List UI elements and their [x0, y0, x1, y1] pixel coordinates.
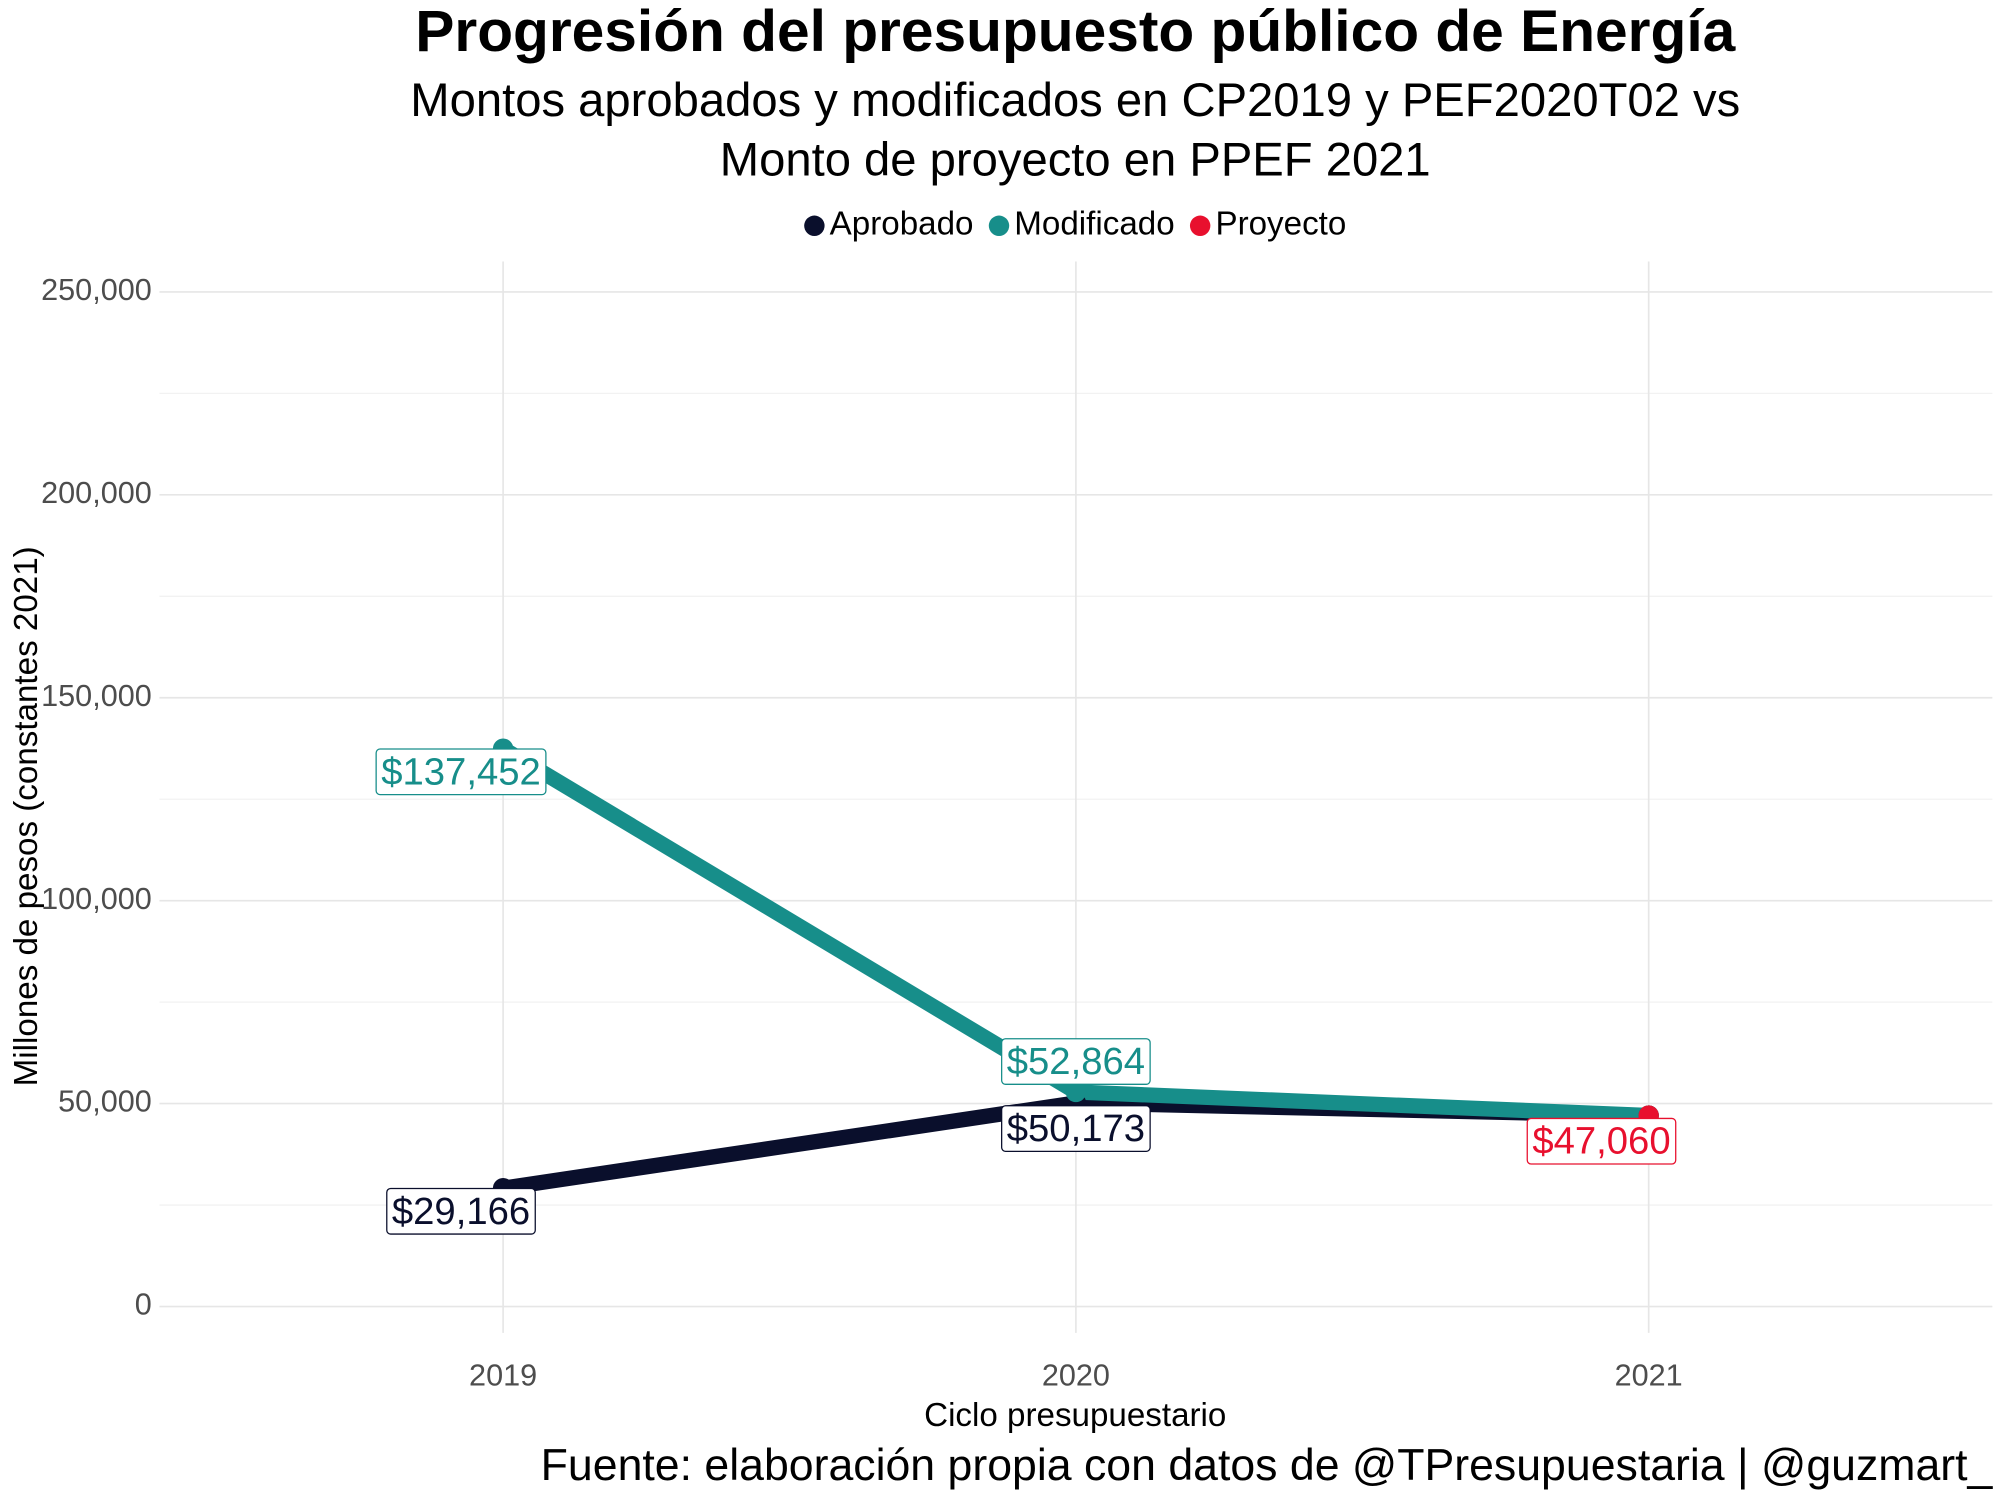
y-tick-label: 150,000: [41, 679, 152, 713]
y-tick-label: 250,000: [41, 273, 152, 307]
y-tick-label: 100,000: [41, 882, 152, 916]
legend-label: Aprobado: [830, 206, 974, 243]
legend-label: Proyecto: [1215, 206, 1346, 243]
value-label: $47,060: [1532, 1120, 1670, 1163]
legend-item: Proyecto: [1189, 206, 1346, 243]
plot-marks: $29,166 $50,173 $137,452 $52,864 $47,060: [375, 738, 1677, 1235]
legend-label: Modificado: [1014, 206, 1174, 243]
value-label-box: [386, 1187, 536, 1235]
legend-marker: [1189, 215, 1211, 236]
x-tick-label: 2021: [1615, 1359, 1683, 1393]
value-label-box: [1001, 1105, 1151, 1152]
legend-item: Modificado: [988, 206, 1175, 243]
value-label-box: [1526, 1117, 1677, 1165]
value-label: $29,166: [392, 1190, 530, 1233]
value-label: $50,173: [1007, 1107, 1145, 1150]
chart-subtitle: Montos aprobados y modificados en CP2019…: [410, 74, 1740, 127]
value-label-box: [1001, 1038, 1151, 1085]
caption: Fuente: elaboración propia con datos de …: [541, 1441, 1994, 1490]
value-label-box: [375, 748, 547, 796]
x-axis-title: Ciclo presupuestario: [924, 1397, 1226, 1434]
y-tick-label: 0: [135, 1288, 152, 1322]
value-label: $52,864: [1007, 1040, 1145, 1083]
y-tick-label: 200,000: [41, 476, 152, 510]
y-axis-title: Millones de pesos (constantes 2021): [8, 546, 45, 1086]
value-label: $137,452: [381, 750, 541, 793]
point: [1065, 1081, 1087, 1103]
legend-item: Aprobado: [804, 206, 973, 243]
legend-marker: [988, 215, 1010, 236]
legend: Aprobado Modificado Proyecto: [804, 206, 1346, 243]
x-tick-label: 2019: [469, 1359, 537, 1393]
chart-title: Progresión del presupuesto público de En…: [415, 0, 1735, 64]
chart-subtitle: Monto de proyecto en PPEF 2021: [720, 134, 1431, 187]
y-tick-label: 50,000: [58, 1085, 152, 1119]
x-tick-label: 2020: [1042, 1359, 1110, 1393]
legend-marker: [804, 215, 825, 236]
